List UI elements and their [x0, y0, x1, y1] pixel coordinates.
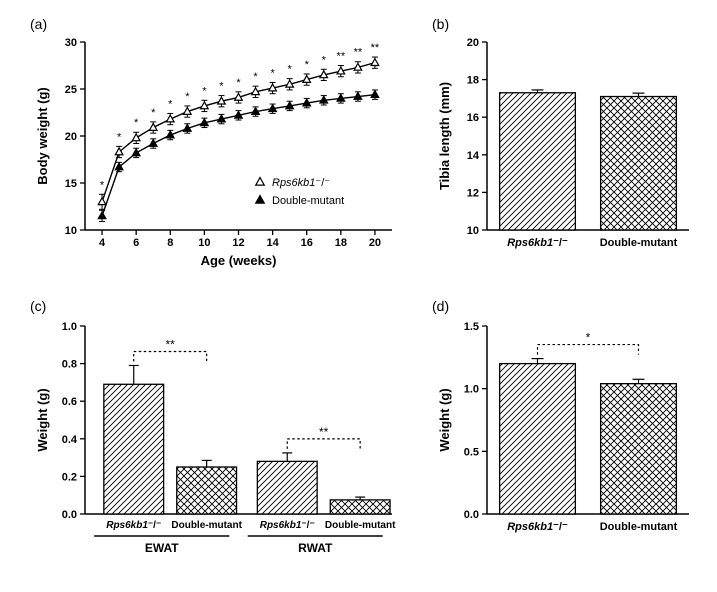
svg-text:0.0: 0.0 [62, 509, 77, 521]
svg-text:Rps6kb1⁻/⁻: Rps6kb1⁻/⁻ [260, 520, 315, 531]
svg-text:Weight (g): Weight (g) [35, 388, 50, 451]
svg-text:Rps6kb1⁻/⁻: Rps6kb1⁻/⁻ [106, 520, 161, 531]
svg-text:18: 18 [467, 75, 479, 87]
svg-text:RWAT: RWAT [298, 541, 333, 555]
svg-text:0.4: 0.4 [62, 434, 78, 446]
svg-text:8: 8 [167, 237, 173, 249]
svg-text:*: * [253, 71, 258, 83]
svg-text:10: 10 [65, 225, 77, 237]
svg-text:Rps6kb1⁻/⁻: Rps6kb1⁻/⁻ [507, 237, 568, 249]
svg-text:**: ** [337, 51, 346, 63]
svg-text:10: 10 [467, 225, 479, 237]
svg-text:EWAT: EWAT [145, 541, 179, 555]
svg-text:12: 12 [467, 187, 479, 199]
svg-text:*: * [100, 179, 105, 191]
svg-text:Rps6kb1⁻/⁻: Rps6kb1⁻/⁻ [272, 177, 330, 189]
panel-a: 4 6 8 10 12 14 16 18 20 10 15 20 25 30 Age (weeks) Body… [30, 24, 400, 276]
svg-text:0.0: 0.0 [464, 509, 479, 521]
panel-c: 0.0 0.2 0.4 0.6 0.8 1.0 Weight (g) Rps6kb1⁻/⁻ Do… [30, 308, 400, 576]
svg-text:10: 10 [198, 237, 210, 249]
svg-text:**: ** [371, 42, 380, 54]
svg-text:Double-mutant: Double-mutant [171, 520, 242, 531]
svg-text:*: * [168, 98, 173, 110]
svg-text:14: 14 [266, 237, 279, 249]
panel-b: 10 12 14 16 18 20 Tibia length (mm) Rps6kb1⁻/⁻ D… [432, 24, 697, 276]
svg-text:1.5: 1.5 [464, 321, 479, 333]
svg-text:Double-mutant: Double-mutant [272, 195, 344, 207]
svg-text:1.0: 1.0 [464, 384, 479, 396]
svg-text:0.2: 0.2 [62, 471, 77, 483]
svg-text:*: * [151, 107, 156, 119]
svg-text:16: 16 [467, 112, 479, 124]
figure: (a) 4681012141618201015202530Age (weeks)… [12, 12, 705, 580]
svg-text:*: * [305, 59, 310, 71]
chart-b: 10 12 14 16 18 20 Tibia length (mm) Rps6kb1⁻/⁻ D… [432, 24, 697, 276]
svg-text:**: ** [319, 425, 329, 439]
svg-text:Double-mutant: Double-mutant [600, 237, 678, 249]
svg-text:16: 16 [301, 237, 313, 249]
svg-text:*: * [134, 117, 139, 129]
chart-d: 0.0 0.5 1.0 1.5 Weight (g) Rps6kb1⁻/⁻ Double-m… [432, 308, 697, 576]
svg-text:Weight (g): Weight (g) [437, 388, 452, 451]
svg-text:*: * [117, 131, 122, 143]
svg-text:20: 20 [467, 37, 479, 49]
svg-text:Double-mutant: Double-mutant [325, 520, 396, 531]
svg-text:15: 15 [65, 178, 77, 190]
svg-text:Age (weeks): Age (weeks) [201, 253, 277, 268]
panel-d: 0.0 0.5 1.0 1.5 Weight (g) Rps6kb1⁻/⁻ Double-m… [432, 308, 697, 576]
svg-text:*: * [322, 54, 327, 66]
svg-text:25: 25 [65, 84, 77, 96]
svg-text:*: * [236, 77, 241, 89]
svg-text:**: ** [354, 47, 363, 59]
svg-text:Body weight (g): Body weight (g) [35, 87, 50, 185]
chart-c: 0.0 0.2 0.4 0.6 0.8 1.0 Weight (g) Rps6kb1⁻/⁻ Do… [30, 308, 400, 576]
svg-text:20: 20 [369, 237, 381, 249]
svg-text:*: * [586, 331, 591, 345]
svg-text:1.0: 1.0 [62, 321, 77, 333]
chart-a: 4 6 8 10 12 14 16 18 20 10 15 20 25 30 Age (weeks) Body… [30, 24, 400, 276]
svg-text:20: 20 [65, 131, 77, 143]
svg-text:*: * [219, 81, 224, 93]
svg-text:*: * [288, 64, 293, 76]
svg-text:6: 6 [133, 237, 139, 249]
svg-text:Tibia length (mm): Tibia length (mm) [437, 82, 452, 190]
svg-text:12: 12 [232, 237, 244, 249]
svg-text:0.8: 0.8 [62, 359, 77, 371]
svg-text:0.5: 0.5 [464, 446, 479, 458]
svg-text:4: 4 [99, 237, 106, 249]
svg-text:14: 14 [467, 150, 480, 162]
svg-text:Rps6kb1⁻/⁻: Rps6kb1⁻/⁻ [507, 521, 568, 533]
svg-text:*: * [202, 85, 207, 97]
svg-text:*: * [270, 67, 275, 79]
svg-text:*: * [185, 91, 190, 103]
svg-text:18: 18 [335, 237, 347, 249]
svg-text:30: 30 [65, 37, 77, 49]
svg-text:Double-mutant: Double-mutant [600, 521, 678, 533]
svg-text:**: ** [166, 337, 176, 351]
svg-text:0.6: 0.6 [62, 396, 77, 408]
